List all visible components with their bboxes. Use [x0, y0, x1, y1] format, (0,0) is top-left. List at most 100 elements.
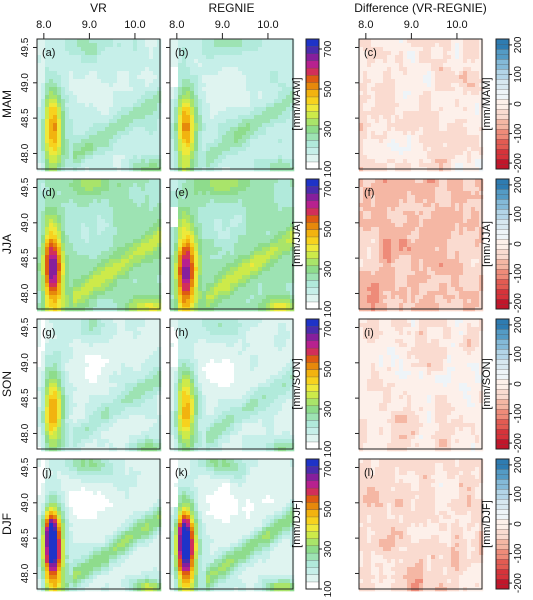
grid-cell [266, 95, 271, 100]
grid-cell [69, 195, 74, 200]
grid-cell [246, 83, 251, 88]
grid-cell [41, 163, 46, 168]
grid-cell [262, 59, 267, 64]
grid-cell [93, 123, 98, 128]
grid-cell [85, 51, 90, 56]
grid-cell [61, 283, 66, 288]
grid-cell [149, 155, 154, 160]
grid-cell [451, 111, 456, 116]
grid-cell [153, 187, 158, 192]
grid-cell [419, 55, 424, 60]
grid-cell [145, 83, 150, 88]
grid-cell [194, 95, 199, 100]
grid-cell [49, 247, 54, 252]
grid-cell [290, 247, 295, 252]
grid-cell [57, 239, 62, 244]
grid-cell [182, 203, 187, 208]
grid-cell [61, 107, 66, 112]
grid-cell [105, 51, 110, 56]
grid-cell [391, 39, 396, 44]
grid-cell [117, 75, 122, 80]
grid-cell [375, 123, 380, 128]
grid-cell [141, 255, 146, 260]
grid-cell [455, 83, 460, 88]
grid-cell [157, 95, 162, 100]
grid-cell [274, 227, 279, 232]
grid-cell [198, 143, 203, 148]
grid-cell [117, 107, 122, 112]
grid-cell [93, 275, 98, 280]
grid-cell [186, 239, 191, 244]
grid-cell [178, 259, 183, 264]
grid-cell [443, 103, 448, 108]
grid-cell [206, 199, 211, 204]
grid-cell [375, 83, 380, 88]
grid-cell [109, 195, 114, 200]
grid-cell [194, 75, 199, 80]
grid-cell [198, 235, 203, 240]
grid-cell [153, 119, 158, 124]
grid-cell [379, 83, 384, 88]
grid-cell [218, 275, 223, 280]
grid-cell [194, 127, 199, 132]
grid-cell [250, 47, 255, 52]
grid-cell [61, 79, 66, 84]
grid-cell [270, 155, 275, 160]
grid-cell [375, 47, 380, 52]
grid-cell [137, 223, 142, 228]
grid-cell [479, 119, 484, 124]
grid-cell [137, 211, 142, 216]
grid-cell [137, 47, 142, 52]
grid-cell [278, 151, 283, 156]
grid-cell [254, 115, 259, 120]
grid-cell [153, 275, 158, 280]
grid-cell [73, 275, 78, 280]
grid-cell [226, 127, 231, 132]
grid-cell [198, 63, 203, 68]
grid-cell [141, 243, 146, 248]
grid-cell [41, 79, 46, 84]
grid-cell [157, 147, 162, 152]
grid-cell [455, 75, 460, 80]
grid-cell [157, 287, 162, 292]
grid-cell [403, 43, 408, 48]
grid-cell [274, 91, 279, 96]
grid-cell [194, 139, 199, 144]
grid-cell [242, 151, 247, 156]
grid-cell [97, 103, 102, 108]
grid-cell [93, 91, 98, 96]
grid-cell [105, 67, 110, 72]
grid-cell [363, 107, 368, 112]
grid-cell [145, 223, 150, 228]
grid-cell [125, 163, 130, 168]
grid-cell [93, 147, 98, 152]
grid-cell [202, 223, 207, 228]
grid-cell [145, 135, 150, 140]
grid-cell [73, 227, 78, 232]
grid-cell [226, 271, 231, 276]
grid-cell [45, 47, 50, 52]
grid-cell [254, 47, 259, 52]
grid-cell [443, 155, 448, 160]
grid-cell [37, 159, 42, 164]
grid-cell [85, 203, 90, 208]
grid-cell [274, 127, 279, 132]
grid-cell [129, 39, 134, 44]
grid-cell [157, 223, 162, 228]
grid-cell [105, 291, 110, 296]
grid-cell [222, 267, 227, 272]
grid-cell [133, 123, 138, 128]
grid-cell [174, 159, 179, 164]
grid-cell [53, 67, 58, 72]
grid-cell [419, 59, 424, 64]
grid-cell [431, 71, 436, 76]
grid-cell [93, 291, 98, 296]
grid-cell [117, 251, 122, 256]
grid-cell [129, 283, 134, 288]
grid-cell [81, 151, 86, 156]
grid-cell [125, 267, 130, 272]
grid-cell [121, 63, 126, 68]
grid-cell [407, 67, 412, 72]
grid-cell [222, 219, 227, 224]
grid-cell [186, 139, 191, 144]
